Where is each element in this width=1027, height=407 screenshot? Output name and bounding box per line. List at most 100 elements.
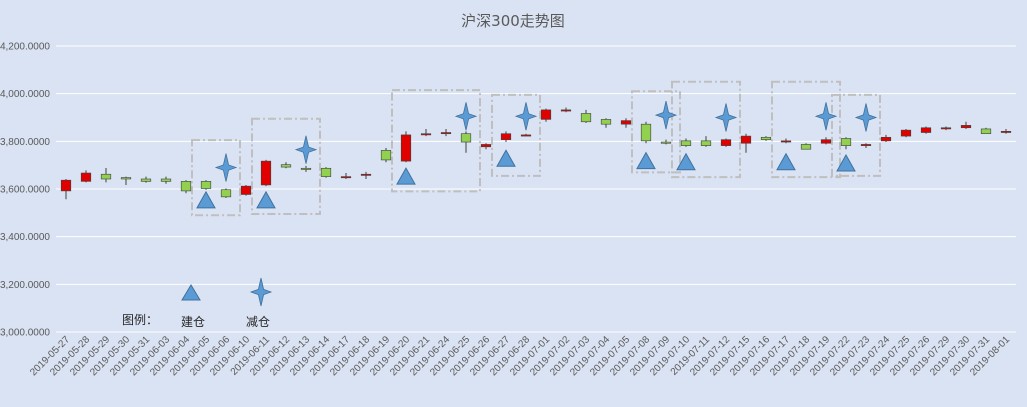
candle-body-up — [820, 139, 832, 144]
candle-body-up — [920, 127, 932, 133]
y-tick-label: 3,600.0000 — [0, 185, 50, 196]
reduce-star-marker — [854, 103, 878, 132]
candle-body-up — [340, 176, 352, 179]
candle-body-down — [320, 167, 332, 177]
candle-body-down — [640, 123, 652, 142]
candle — [280, 162, 292, 169]
candle-body-down — [700, 140, 712, 146]
candle-body-up — [940, 127, 952, 130]
reduce-star-marker — [514, 102, 538, 131]
y-tick-label: 4,000.0000 — [0, 89, 50, 100]
candle — [960, 121, 972, 129]
trade-markers — [196, 101, 878, 209]
highlight-box — [251, 117, 321, 216]
candle — [740, 133, 752, 153]
candle — [440, 128, 452, 137]
candle-body-down — [580, 113, 592, 123]
build-triangle-marker — [676, 152, 696, 171]
candle-body-down — [180, 181, 192, 192]
candle — [200, 180, 212, 190]
candle-body-up — [740, 135, 752, 144]
build-triangle-marker — [636, 151, 656, 170]
candle — [940, 126, 952, 131]
candle-body-down — [980, 128, 992, 135]
candles — [60, 107, 1012, 200]
build-triangle-marker — [256, 190, 276, 209]
chart-title: 沪深300走势图 — [461, 12, 565, 30]
legend-reduce-star-icon — [249, 277, 273, 307]
candle — [860, 143, 872, 149]
legend-label: 图例： — [122, 313, 158, 327]
candle-body-up — [960, 125, 972, 129]
candle — [1000, 128, 1012, 134]
y-tick-label: 3,400.0000 — [0, 232, 50, 243]
candle-body-up — [80, 172, 92, 182]
candle — [540, 108, 552, 122]
candle-body-up — [540, 109, 552, 120]
build-triangle-marker — [836, 153, 856, 172]
candle — [680, 138, 692, 147]
candle — [140, 176, 152, 183]
candle-body-down — [840, 138, 852, 146]
highlight-boxes — [191, 80, 881, 217]
legend-build-label: 建仓 — [181, 315, 205, 329]
grid-lines — [56, 45, 1016, 333]
candle — [120, 176, 132, 185]
candle — [240, 184, 252, 196]
candle — [920, 126, 932, 134]
build-triangle-marker — [396, 167, 416, 185]
candle — [320, 167, 332, 178]
highlight-box — [671, 80, 741, 179]
reduce-star-marker — [454, 102, 478, 131]
candle — [300, 165, 312, 172]
candle-body-up — [520, 134, 532, 137]
candle — [660, 139, 672, 145]
candle — [480, 143, 492, 150]
highlight-box — [631, 90, 681, 174]
candle-body-up — [560, 109, 572, 112]
candle — [700, 136, 712, 147]
candle-body-down — [300, 167, 312, 170]
candle — [420, 128, 432, 137]
candle-body-up — [360, 173, 372, 176]
candle — [80, 170, 92, 183]
candle — [160, 176, 172, 184]
candle-body-up — [1000, 131, 1012, 133]
highlight-box — [191, 139, 241, 217]
candle-body-down — [120, 177, 132, 180]
candle-body-down — [100, 173, 112, 180]
candle — [620, 118, 632, 128]
candle — [260, 159, 272, 187]
candle — [340, 173, 352, 179]
candle — [720, 138, 732, 147]
candle — [840, 137, 852, 150]
reduce-star-marker — [294, 135, 318, 164]
highlight-box — [831, 93, 881, 177]
candle-body-up — [60, 179, 72, 192]
y-axis-tick-labels: 3,000.0000 3,200.0000 3,400.0000 3,600.0000… — [0, 42, 50, 339]
candle — [760, 136, 772, 141]
y-tick-label: 3,200.0000 — [0, 280, 50, 291]
candle-body-up — [900, 129, 912, 137]
candle-body-down — [220, 189, 232, 198]
candle-body-up — [880, 136, 892, 142]
candle — [220, 188, 232, 199]
candle-body-up — [860, 144, 872, 146]
candle-body-up — [780, 140, 792, 143]
candle-body-down — [200, 181, 212, 189]
candle — [400, 131, 412, 163]
build-triangle-marker — [496, 149, 516, 167]
candle — [520, 133, 532, 137]
highlight-box — [391, 89, 481, 193]
candle — [180, 180, 192, 194]
reduce-star-marker — [654, 101, 678, 130]
legend-build-triangle-icon — [181, 284, 201, 301]
highlight-box — [771, 80, 841, 179]
reduce-star-marker — [814, 102, 838, 131]
candle-body-down — [160, 178, 172, 182]
candle-body-up — [260, 160, 272, 186]
y-tick-label: 4,200.0000 — [0, 42, 50, 53]
